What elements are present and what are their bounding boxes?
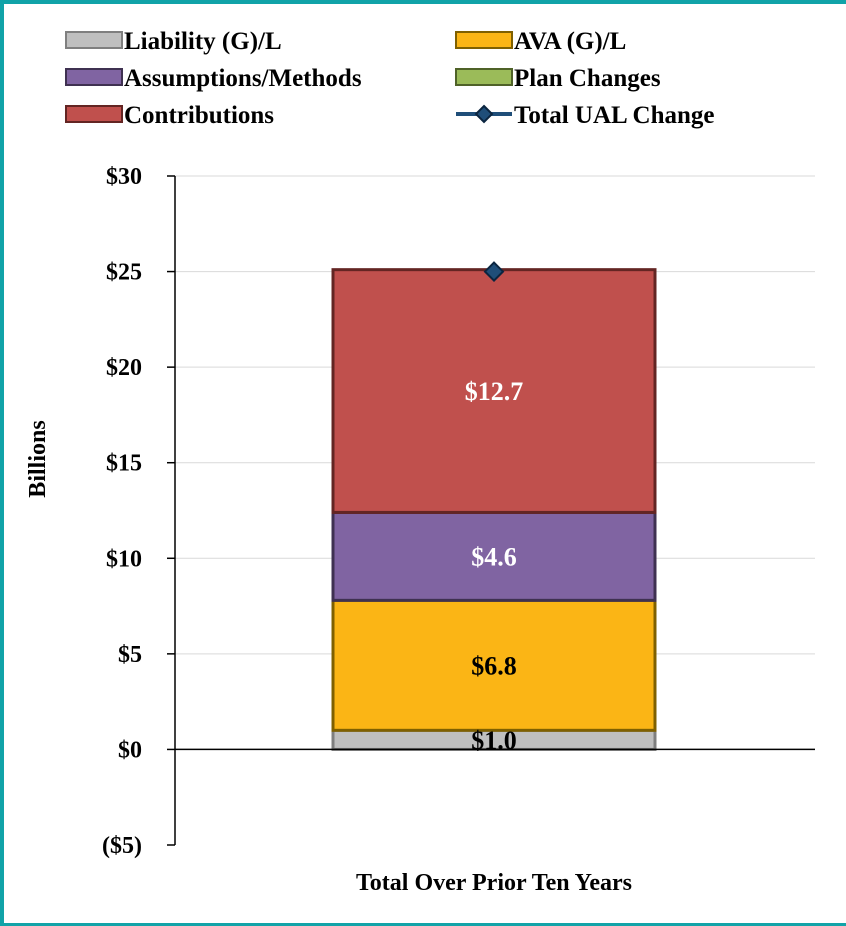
legend-label: Plan Changes <box>514 65 661 92</box>
legend-swatch <box>455 68 513 86</box>
legend-swatch <box>455 31 513 49</box>
legend-item-plan-changes: Plan Changes <box>455 65 661 92</box>
data-label-ava-g-l: $6.8 <box>471 651 517 680</box>
legend-item-total-ual-change: Total UAL Change <box>456 102 715 129</box>
bar-segment-contributions <box>331 268 657 514</box>
legend-item-assumptions-methods: Assumptions/Methods <box>65 65 362 92</box>
data-label-assumptions-methods: $4.6 <box>471 542 517 571</box>
legend-item-contributions: Contributions <box>65 102 274 129</box>
y-axis-label: Billions <box>25 420 51 497</box>
total-ual-change-marker <box>483 261 505 282</box>
y-tick-label: $30 <box>106 164 142 190</box>
data-labels: $1.0 $6.8 $4.6 $12.7 <box>465 377 524 755</box>
legend-label: Contributions <box>124 102 274 129</box>
y-tick-labels: ($5) $0 $5 $10 $15 $20 $25 $30 <box>102 164 142 859</box>
y-tick-label: $25 <box>106 260 142 286</box>
x-category-label: Total Over Prior Ten Years <box>356 870 632 896</box>
legend-label: Assumptions/Methods <box>124 65 362 92</box>
data-label-liability-g-l: $1.0 <box>471 726 517 755</box>
y-tick-label: $10 <box>106 546 142 572</box>
axes <box>167 175 815 846</box>
data-label-contributions: $12.7 <box>465 377 524 406</box>
bar-segment-assumptions-methods <box>331 510 657 602</box>
legend-label: Total UAL Change <box>514 102 715 129</box>
bar-segments <box>331 268 657 751</box>
legend-diamond-swatch <box>474 104 494 124</box>
legend-item-liability-g-l: Liability (G)/L <box>65 28 282 55</box>
legend-item-ava-g-l: AVA (G)/L <box>455 28 626 55</box>
legend: Liability (G)/L AVA (G)/L Assumptions/Meth… <box>65 28 715 129</box>
total-marker <box>483 261 505 282</box>
y-tick-label: $15 <box>106 451 142 477</box>
legend-swatch <box>65 68 123 86</box>
legend-swatch <box>65 31 123 49</box>
legend-swatch <box>65 105 123 123</box>
y-tick-label: ($5) <box>102 833 142 859</box>
legend-label: AVA (G)/L <box>514 28 626 55</box>
legend-label: Liability (G)/L <box>124 28 282 55</box>
bar-segment-ava-g-l <box>331 598 657 732</box>
y-tick-label: $0 <box>118 737 142 763</box>
y-tick-label: $20 <box>106 355 142 381</box>
y-tick-label: $5 <box>118 642 142 668</box>
